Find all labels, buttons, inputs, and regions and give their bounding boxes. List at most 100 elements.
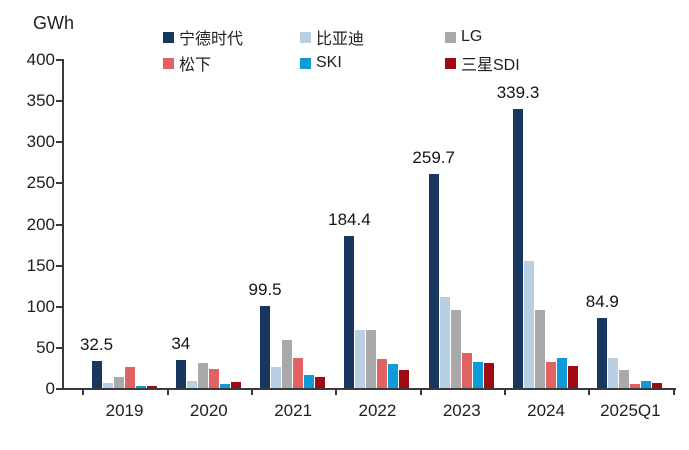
x-axis-tick-mark <box>588 388 591 395</box>
bar-松下-2025Q1 <box>630 383 641 388</box>
x-axis-category-label: 2024 <box>527 401 565 420</box>
bar-宁德时代-2024 <box>513 108 523 388</box>
bar-value-label: 339.3 <box>496 82 540 102</box>
bar-三星SDI-2023 <box>483 362 494 388</box>
legend-label: 松下 <box>179 57 212 74</box>
bar-比亚迪-2019 <box>102 383 113 388</box>
x-axis-tick-mark <box>335 388 338 395</box>
bar-宁德时代-2019 <box>91 361 102 388</box>
bar-宁德时代-2021 <box>260 306 271 388</box>
bar-比亚迪-2022 <box>355 330 366 388</box>
legend-item-4: 松下 <box>163 52 300 74</box>
bar-松下-2019 <box>124 366 135 388</box>
bar-value-label: 32.5 <box>79 335 114 355</box>
y-axis-tick-mark <box>56 388 62 390</box>
bar-SKI-2024 <box>557 358 567 388</box>
y-axis-tick-label: 400 <box>26 50 55 69</box>
y-axis-tick-label: 0 <box>45 379 55 398</box>
legend-label: SKI <box>316 54 342 71</box>
y-axis-tick-mark <box>56 141 62 144</box>
chart-legend: 宁德时代 比亚迪 LG 松下 SKI 三星SDI <box>163 26 520 74</box>
x-axis-tick-mark <box>251 388 253 395</box>
bar-宁德时代-2022 <box>344 236 355 388</box>
y-axis-tick-mark <box>56 182 62 185</box>
bar-比亚迪-2020 <box>186 380 197 388</box>
bar-value-label: 34 <box>171 334 191 354</box>
y-axis-tick-mark <box>56 346 62 349</box>
bar-value-label: 184.4 <box>328 210 371 230</box>
y-axis-tick-label: 250 <box>26 173 55 193</box>
bar-松下-2023 <box>461 352 472 388</box>
x-axis-category-label: 2022 <box>358 401 397 420</box>
y-axis-tick-label: 300 <box>26 132 55 152</box>
legend-item-6: 三星SDI <box>445 52 520 74</box>
legend-label: 宁德时代 <box>179 31 244 48</box>
bar-三星SDI-2024 <box>568 365 578 388</box>
x-axis-category-label: 2023 <box>442 401 481 420</box>
bar-松下-2020 <box>208 369 219 388</box>
legend-swatch-icon <box>445 31 456 43</box>
legend-label: 比亚迪 <box>316 31 365 48</box>
bar-松下-2021 <box>293 358 304 388</box>
x-axis-tick-mark <box>672 388 675 395</box>
legend-swatch-icon <box>163 31 174 43</box>
x-axis-category-label: 2019 <box>105 401 144 420</box>
x-axis-tick-mark <box>503 388 506 395</box>
bar-LG-2023 <box>450 309 461 388</box>
y-axis-tick-label: 150 <box>26 255 55 275</box>
bar-LG-2020 <box>197 363 208 388</box>
x-axis-category-label: 2025Q1 <box>600 401 661 420</box>
y-axis-tick-label: 200 <box>26 214 55 234</box>
bar-SKI-2022 <box>388 364 399 388</box>
legend-swatch-icon <box>300 31 311 43</box>
bar-value-label: 99.5 <box>248 280 282 300</box>
bar-松下-2024 <box>546 361 556 388</box>
x-axis-tick-mark <box>82 388 85 395</box>
bar-宁德时代-2023 <box>428 174 439 388</box>
bar-三星SDI-2020 <box>230 382 241 388</box>
y-axis-tick-label: 350 <box>26 91 55 111</box>
legend-swatch-icon <box>163 57 174 69</box>
y-axis-tick-mark <box>56 264 62 267</box>
legend-item-3: LG <box>445 26 520 48</box>
bar-比亚迪-2023 <box>439 296 450 388</box>
bar-松下-2022 <box>377 359 388 388</box>
y-axis-tick-mark <box>56 59 62 61</box>
legend-label: LG <box>461 28 483 45</box>
y-axis-line <box>62 59 64 390</box>
bar-SKI-2023 <box>472 361 483 388</box>
bar-宁德时代-2025Q1 <box>597 318 608 388</box>
bar-三星SDI-2022 <box>399 369 410 388</box>
bar-宁德时代-2020 <box>175 360 186 388</box>
y-axis-tick-label: 50 <box>36 337 55 357</box>
legend-item-2: 比亚迪 <box>300 26 445 48</box>
x-axis-tick-mark <box>166 388 169 395</box>
bar-比亚迪-2024 <box>524 261 534 388</box>
bar-SKI-2019 <box>135 386 146 388</box>
legend-swatch-icon <box>445 57 456 69</box>
bar-LG-2022 <box>366 329 377 388</box>
bar-LG-2025Q1 <box>619 369 630 388</box>
x-axis-tick-mark <box>419 388 422 395</box>
bar-LG-2021 <box>282 340 293 388</box>
x-axis-category-label: 2021 <box>274 401 313 420</box>
bar-SKI-2021 <box>304 374 315 388</box>
legend-item-5: SKI <box>300 52 445 74</box>
bar-三星SDI-2019 <box>146 385 157 388</box>
bar-三星SDI-2025Q1 <box>652 383 663 388</box>
bar-比亚迪-2025Q1 <box>608 358 619 388</box>
bar-比亚迪-2021 <box>271 367 282 388</box>
bar-SKI-2020 <box>219 383 230 388</box>
legend-item-1: 宁德时代 <box>163 26 300 48</box>
bar-LG-2019 <box>113 377 124 388</box>
x-axis-category-label: 2020 <box>189 401 228 420</box>
x-axis-line <box>62 388 676 390</box>
legend-swatch-icon <box>300 57 311 69</box>
y-axis-tick-mark <box>56 100 62 103</box>
bar-三星SDI-2021 <box>315 377 326 388</box>
y-axis-tick-mark <box>56 223 62 226</box>
legend-label: 三星SDI <box>461 57 520 74</box>
bar-value-label: 259.7 <box>412 148 455 168</box>
bar-LG-2024 <box>535 309 545 388</box>
